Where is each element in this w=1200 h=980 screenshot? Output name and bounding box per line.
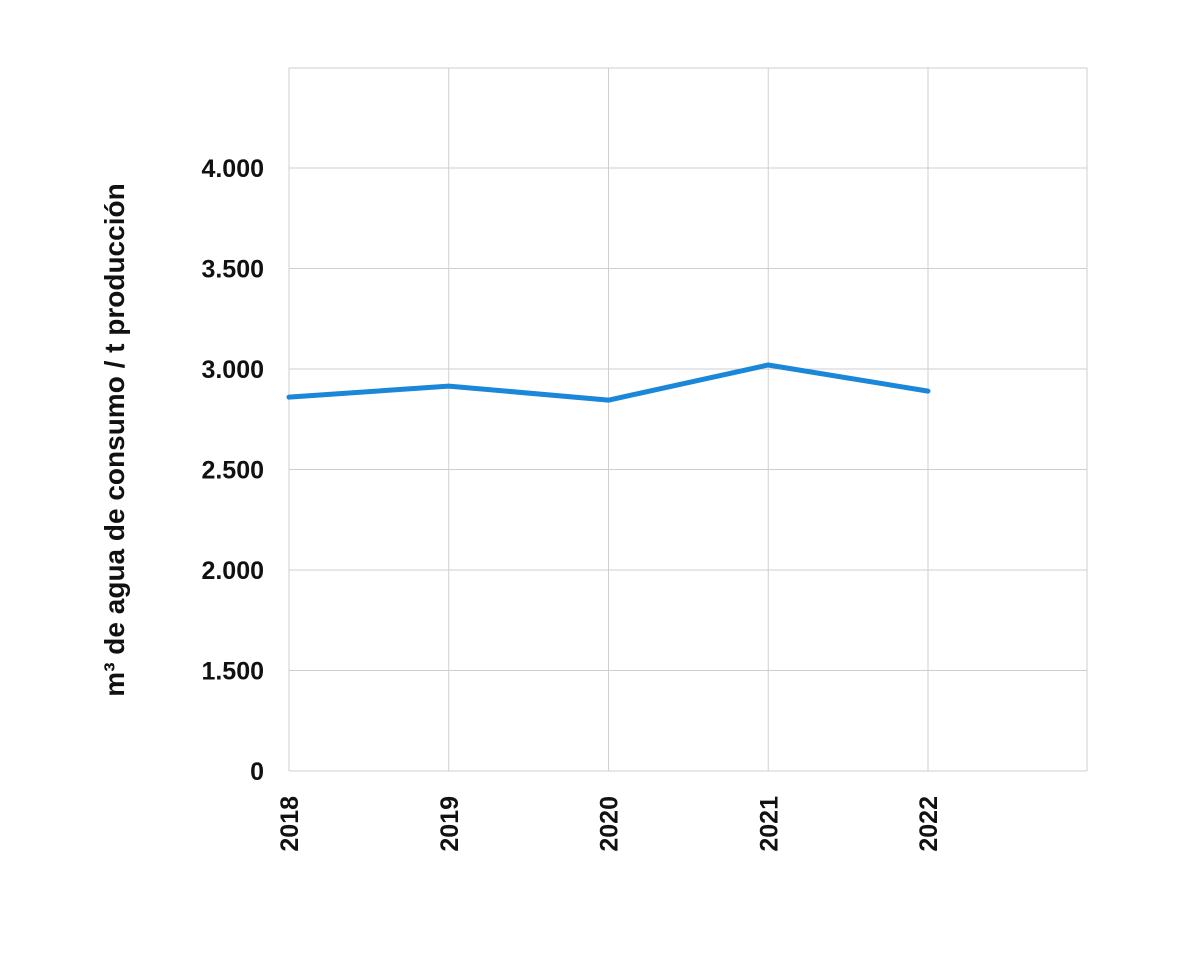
x-tick-label: 2019 — [436, 796, 464, 852]
x-tick-label: 2021 — [755, 796, 783, 852]
y-tick-label: 3.000 — [201, 356, 264, 384]
x-tick-label: 2018 — [276, 796, 304, 852]
grid — [288, 67, 1088, 772]
y-tick-label: 2.000 — [201, 557, 264, 585]
y-axis-title: m³ de agua de consumo / t producción — [99, 183, 130, 696]
x-tick-label: 2022 — [915, 796, 943, 852]
y-tick-label: 1.500 — [201, 658, 264, 686]
series-line — [286, 362, 931, 403]
y-tick-label: 3.500 — [201, 256, 264, 284]
series-layer — [286, 362, 931, 403]
y-tick-label: 4.000 — [201, 155, 264, 183]
x-tick-label: 2020 — [596, 796, 624, 852]
y-tick-label: 2.500 — [201, 457, 264, 485]
y-tick-label: 0 — [250, 758, 264, 786]
y-axis-ticks: 0 1.500 2.000 2.500 3.000 3.500 4.000 — [201, 155, 264, 786]
x-axis-ticks: 2018 2019 2020 2021 2022 — [276, 796, 943, 852]
